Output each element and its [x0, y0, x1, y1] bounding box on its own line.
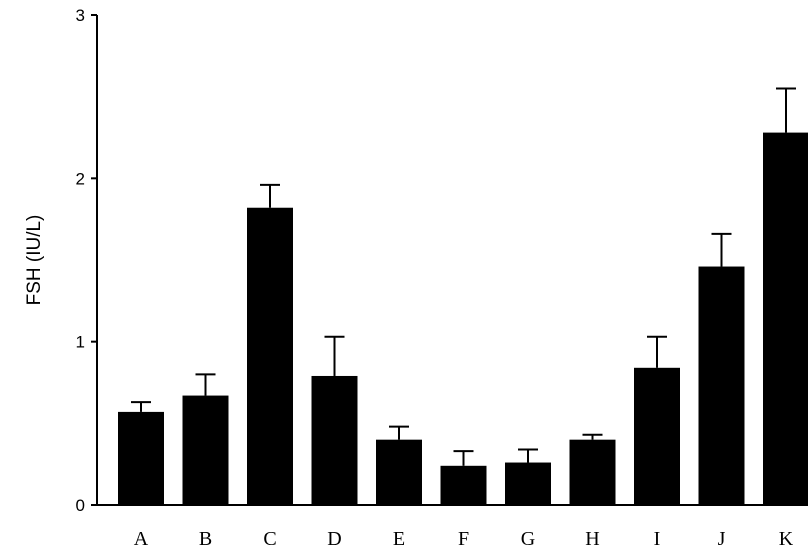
- y-ticks: 0 1 2 3: [76, 6, 97, 515]
- bar-F: [440, 465, 487, 505]
- x-tick-label: I: [654, 528, 661, 550]
- y-tick-label: 2: [76, 169, 85, 188]
- bar-D: [311, 375, 358, 505]
- y-tick-label: 1: [76, 333, 85, 352]
- x-tick-label: A: [134, 528, 149, 550]
- x-tick-label: F: [458, 528, 469, 550]
- x-tick-label: J: [718, 528, 726, 550]
- x-tick-label: H: [585, 528, 599, 550]
- bar-J: [698, 266, 745, 505]
- y-tick-label: 0: [76, 496, 85, 515]
- bar-K: [763, 132, 808, 505]
- bar-A: [118, 411, 164, 505]
- y-axis-title: FSH (IU/L): [24, 215, 45, 306]
- x-tick-label: G: [521, 528, 535, 550]
- x-tick-labels: A B C D E F G H I J K: [134, 528, 794, 550]
- bar-B: [182, 395, 229, 505]
- bars: [118, 132, 808, 505]
- bar-H: [569, 439, 616, 505]
- x-tick-label: E: [393, 528, 405, 550]
- bar-E: [376, 439, 422, 505]
- bar-G: [505, 462, 551, 505]
- x-tick-label: K: [779, 528, 794, 550]
- bar-C: [247, 207, 293, 505]
- x-tick-label: B: [199, 528, 212, 550]
- x-tick-label: D: [327, 528, 341, 550]
- bar-I: [634, 367, 680, 505]
- y-tick-label: 3: [76, 6, 85, 25]
- x-tick-label: C: [263, 528, 276, 550]
- error-bars: [131, 87, 796, 466]
